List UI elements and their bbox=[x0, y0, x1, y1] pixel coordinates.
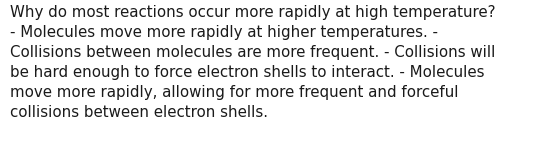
Text: Why do most reactions occur more rapidly at high temperature?
- Molecules move m: Why do most reactions occur more rapidly… bbox=[10, 5, 496, 120]
